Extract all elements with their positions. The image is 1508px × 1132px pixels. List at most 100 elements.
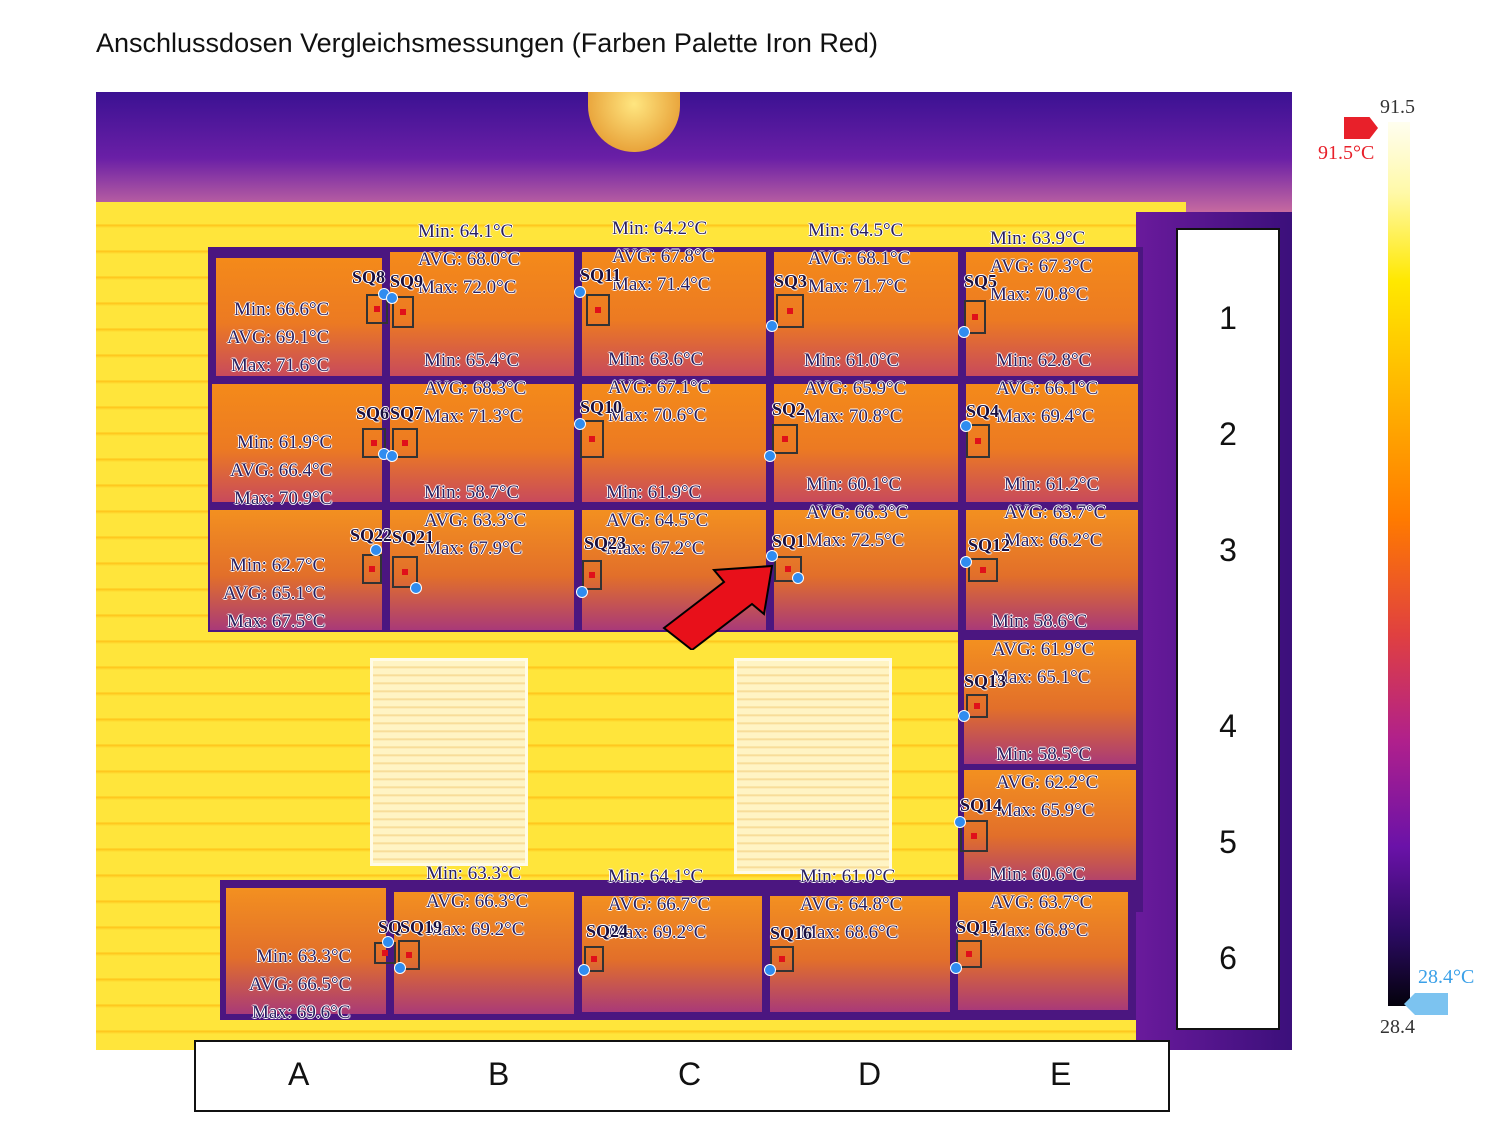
panel-B2 <box>390 384 574 502</box>
C6-min: Min: 64.1°C <box>608 866 704 887</box>
panel-E4 <box>964 640 1136 764</box>
A1-max: Max: 71.6°C <box>231 355 330 376</box>
spot-box <box>392 296 414 328</box>
C2-avg: AVG: 67.1°C <box>608 377 711 398</box>
panel-A1 <box>216 258 382 376</box>
D3-avg: AVG: 66.3°C <box>806 502 909 523</box>
spot-dot <box>764 964 776 976</box>
spot-box <box>392 556 418 588</box>
row-label-4: 4 <box>1219 708 1237 744</box>
C2-max: Max: 70.6°C <box>608 405 707 426</box>
E3-avg: AVG: 63.7°C <box>1004 502 1107 523</box>
spot-box <box>586 294 610 326</box>
E4-min: Min: 58.6°C <box>992 611 1088 632</box>
panel-C6 <box>582 896 762 1012</box>
spot-label: SQ11 <box>580 265 622 285</box>
D1-min: Min: 64.5°C <box>808 220 904 241</box>
row-label-1: 1 <box>1219 300 1237 336</box>
E6-max: Max: 66.8°C <box>990 920 1089 941</box>
spot-box <box>966 694 988 718</box>
panel-E6 <box>958 892 1128 1010</box>
D3-min: Min: 60.1°C <box>806 474 902 495</box>
spot-box <box>966 424 990 458</box>
spot-dot <box>386 450 398 462</box>
spot-box <box>774 556 802 582</box>
B3-min: Min: 58.7°C <box>424 482 520 503</box>
spot-dot <box>958 710 970 722</box>
spot-box <box>960 820 988 852</box>
B2-min: Min: 65.4°C <box>424 350 520 371</box>
E5-avg: AVG: 62.2°C <box>996 772 1099 793</box>
spot-label: SQ24 <box>586 921 629 941</box>
panel-A2 <box>212 384 382 502</box>
E6-min: Min: 60.6°C <box>990 864 1086 885</box>
spot-dot <box>574 286 586 298</box>
min-marker-icon <box>1404 993 1448 1015</box>
panel-A6 <box>226 888 386 1014</box>
panel-E3 <box>966 510 1138 630</box>
A6-avg: AVG: 66.5°C <box>249 974 352 995</box>
panel-B3 <box>390 510 574 630</box>
spot-dot <box>386 292 398 304</box>
A3-min: Min: 62.7°C <box>230 555 326 576</box>
panel-E1 <box>966 252 1138 376</box>
A6-max: Max: 69.6°C <box>252 1002 351 1023</box>
E4-max: Max: 65.1°C <box>992 667 1091 688</box>
max-marker-icon <box>1344 117 1378 139</box>
panel-D6 <box>770 896 950 1012</box>
spot-dot <box>766 320 778 332</box>
spot-box <box>362 554 382 584</box>
B1-min: Min: 64.1°C <box>418 221 514 242</box>
E4-avg: AVG: 61.9°C <box>992 639 1095 660</box>
scale-max-label: 91.5 <box>1380 96 1415 118</box>
E1-avg: AVG: 67.3°C <box>990 256 1093 277</box>
panel-E2 <box>966 384 1138 502</box>
spot-label: SQ4 <box>966 401 1000 421</box>
row-label-6: 6 <box>1219 940 1237 976</box>
panel-D2 <box>774 384 958 502</box>
spot-dot <box>410 582 422 594</box>
C6-max: Max: 69.2°C <box>608 922 707 943</box>
E5-max: Max: 65.9°C <box>996 800 1095 821</box>
C1-min: Min: 64.2°C <box>612 218 708 239</box>
spot-label: SQ8 <box>352 267 386 287</box>
spot-box <box>776 294 804 328</box>
A2-avg: AVG: 66.4°C <box>230 460 333 481</box>
panel-A3 <box>210 510 382 630</box>
C3-max: Max: 67.2°C <box>606 538 705 559</box>
C6-avg: AVG: 66.7°C <box>608 894 711 915</box>
spot-box <box>964 300 986 334</box>
spot-box <box>772 424 798 454</box>
column-label-E: E <box>1050 1056 1072 1092</box>
window-left <box>370 658 528 866</box>
spot-label: SQ15 <box>956 917 999 937</box>
sky-background <box>96 92 1292 212</box>
spot-label: SQ10 <box>580 397 623 417</box>
E6-avg: AVG: 63.7°C <box>990 892 1093 913</box>
E3-min: Min: 61.2°C <box>1004 474 1100 495</box>
spot-label: SQ3 <box>774 271 808 291</box>
column-label-C: C <box>678 1056 702 1092</box>
column-legend: A B C D E <box>194 1040 1170 1112</box>
spot-box <box>968 558 998 582</box>
C1-avg: AVG: 67.8°C <box>612 246 715 267</box>
spot-dot <box>960 420 972 432</box>
E3-max: Max: 66.2°C <box>1004 530 1103 551</box>
spot-label: SQ1 <box>772 531 806 551</box>
D3-max: Max: 72.5°C <box>806 530 905 551</box>
spot-box <box>770 946 794 972</box>
E2-min: Min: 62.8°C <box>996 350 1092 371</box>
B3-avg: AVG: 63.3°C <box>424 510 527 531</box>
D2-min: Min: 61.0°C <box>804 350 900 371</box>
C2-min: Min: 63.6°C <box>608 349 704 370</box>
B2-max: Max: 71.3°C <box>424 406 523 427</box>
D1-max: Max: 71.7°C <box>808 276 907 297</box>
spot-dot <box>954 816 966 828</box>
row-label-2: 2 <box>1219 416 1237 452</box>
panel-C1 <box>582 252 766 376</box>
row-legend: 1 2 3 4 5 6 <box>1176 228 1280 1030</box>
D1-avg: AVG: 68.1°C <box>808 248 911 269</box>
A1-avg: AVG: 69.1°C <box>227 327 330 348</box>
spot-label: SQ5 <box>964 271 998 291</box>
spot-label: SQ2 <box>772 399 806 419</box>
